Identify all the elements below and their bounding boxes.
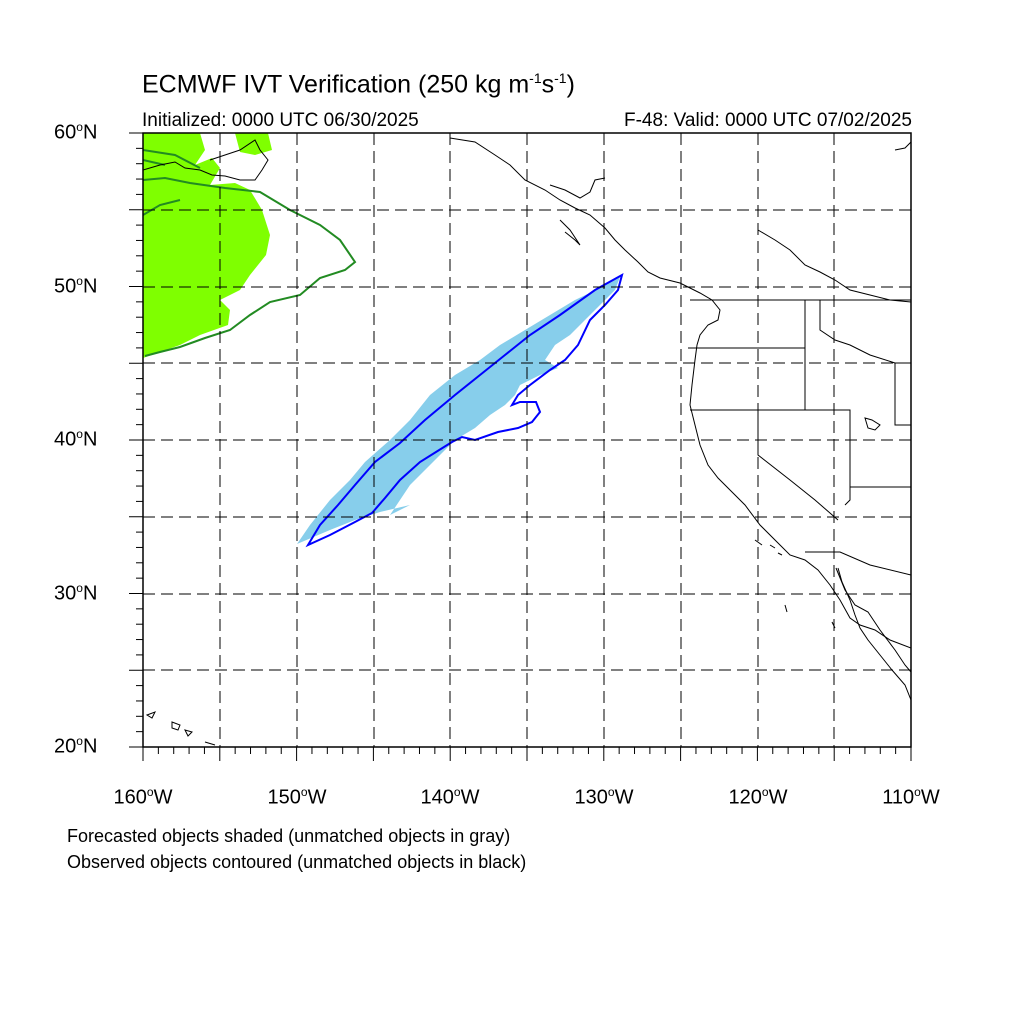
lat-label-40n: 40oN [54,427,98,451]
map-title: ECMWF IVT Verification (250 kg m-1s-1) [142,70,575,99]
graticule [143,133,911,747]
lon-label-120w: 120oW [728,785,788,809]
observed-contour-green [143,149,357,357]
lon-label-140w: 140oW [420,785,480,809]
forecast-object-blue [297,277,620,544]
axis-ticks [129,132,912,761]
observed-contour-blue [305,272,624,548]
valid-time: F-48: Valid: 0000 UTC 07/02/2025 [624,110,912,131]
initialized-time: Initialized: 0000 UTC 06/30/2025 [142,110,419,131]
lat-label-20n: 20oN [54,734,98,758]
caption-observed: Observed objects contoured (unmatched ob… [67,852,527,872]
lat-label-60n: 60oN [54,120,98,144]
lon-label-110w: 110oW [882,785,940,809]
lon-label-130w: 130oW [574,785,634,809]
lon-label-160w: 160oW [113,785,173,809]
lon-label-150w: 150oW [267,785,327,809]
lat-label-50n: 50oN [54,274,98,298]
lat-label-30n: 30oN [54,581,98,605]
caption-forecast: Forecasted objects shaded (unmatched obj… [67,826,511,846]
forecast-object-green [143,133,272,358]
